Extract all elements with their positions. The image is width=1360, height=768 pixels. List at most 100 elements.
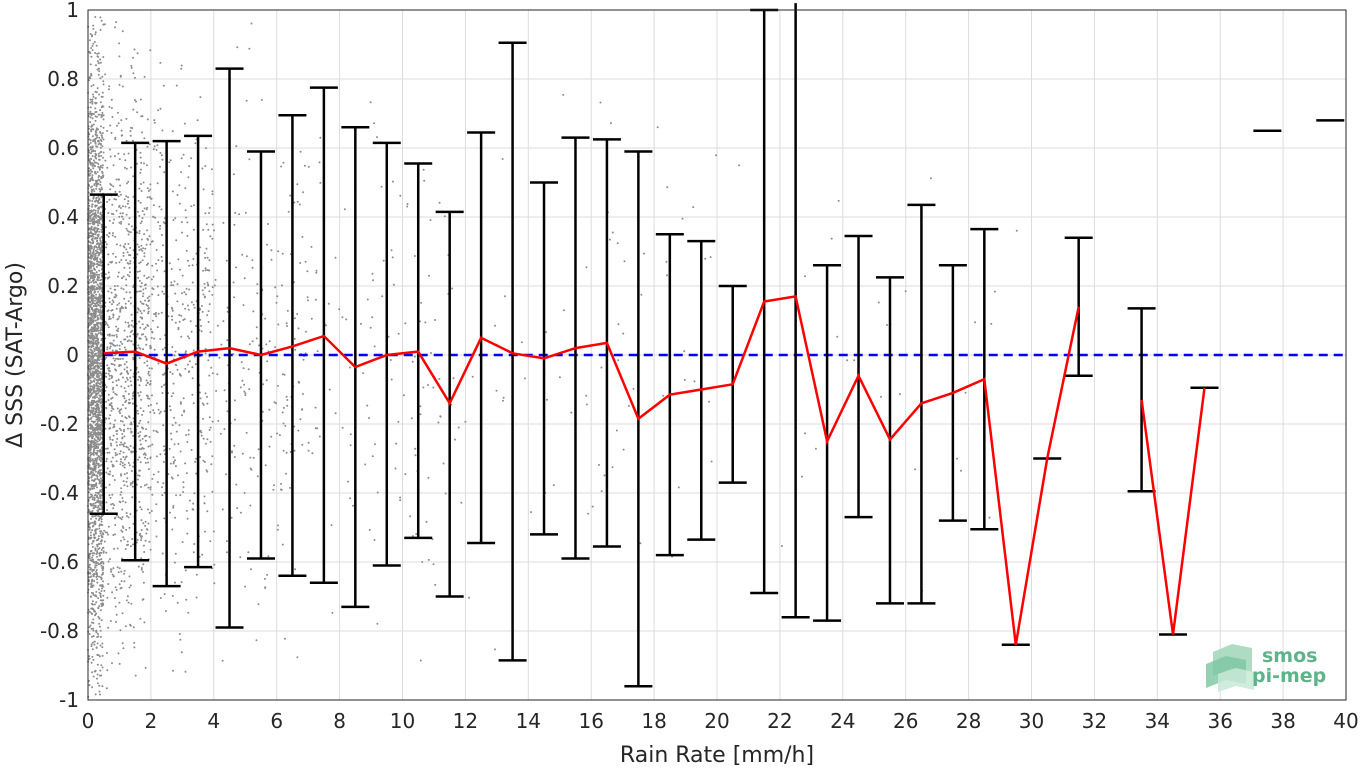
scatter-point [186,234,189,237]
scatter-point [282,406,285,409]
x-tick-label: 14 [516,709,541,733]
scatter-point [174,465,177,468]
scatter-point [132,402,134,405]
scatter-point [89,443,92,446]
plot-frame [87,9,1347,701]
scatter-point [130,384,133,387]
scatter-point [97,52,100,55]
scatter-point [96,382,99,384]
scatter-point [142,570,144,573]
scatter-point [98,458,101,461]
scatter-point [88,143,91,146]
scatter-point [121,215,124,218]
scatter-point [145,379,148,382]
scatter-point [124,302,127,305]
scatter-point [142,453,145,456]
scatter-point [142,563,145,566]
scatter-point [97,195,100,198]
scatter-point [545,331,547,334]
scatter-point [132,465,135,468]
scatter-point [94,328,97,331]
scatter-point [98,179,101,182]
scatter-point [276,295,279,298]
scatter-point [130,313,133,316]
scatter-point [99,474,101,477]
scatter-point [140,238,143,241]
scatter-point [102,151,105,154]
scatter-point [125,195,128,198]
scatter-point [102,174,105,177]
scatter-point [90,47,93,49]
scatter-point [111,439,114,441]
scatter-point [552,484,555,487]
scatter-point [399,194,402,197]
scatter-point [100,216,103,219]
scatter-point [153,145,156,148]
scatter-point [99,190,102,193]
scatter-point [89,270,92,273]
scatter-point [89,567,92,570]
scatter-point [429,219,432,222]
scatter-point [108,374,111,377]
scatter-point [642,252,645,255]
scatter-point [201,289,204,292]
scatter-point [95,570,97,573]
scatter-point [90,340,92,343]
scatter-point [115,243,118,246]
scatter-point [235,266,238,269]
scatter-point [97,633,99,635]
scatter-point [95,131,97,134]
scatter-point [108,436,111,439]
scatter-point [129,296,132,299]
scatter-point [115,620,117,623]
scatter-point [110,107,113,109]
scatter-point [138,448,141,450]
scatter-point [89,440,92,443]
scatter-point [494,648,496,651]
scatter-point [100,318,103,321]
scatter-point [244,392,247,395]
scatter-point [273,401,276,404]
scatter-point [88,76,91,78]
scatter-point [91,515,94,518]
scatter-point [96,420,99,423]
scatter-point [96,673,99,676]
scatter-point [123,246,126,249]
scatter-point [99,448,102,451]
scatter-point [94,107,97,110]
scatter-point [144,439,147,442]
scatter-point [140,557,143,560]
scatter-point [409,515,412,518]
scatter-point [118,83,121,86]
scatter-point [139,98,142,101]
scatter-point [90,186,92,189]
scatter-point [123,435,126,438]
scatter-point [96,396,99,399]
scatter-point [434,583,437,586]
scatter-point [109,470,112,473]
scatter-point [122,430,125,433]
scatter-point [91,269,93,272]
scatter-point [136,478,139,481]
scatter-point [100,231,103,233]
scatter-point [89,98,92,101]
scatter-point [111,299,114,302]
scatter-point [95,409,98,412]
scatter-point [123,387,126,390]
scatter-point [127,385,130,388]
scatter-point [95,161,98,164]
scatter-point [362,372,365,375]
scatter-point [96,501,99,503]
scatter-point [97,73,100,76]
scatter-point [97,369,100,372]
scatter-point [93,444,96,447]
scatter-point [233,296,236,299]
scatter-point [117,271,120,274]
scatter-point [115,349,118,352]
scatter-point [106,234,108,236]
scatter-point [101,646,104,649]
scatter-point [139,300,142,303]
scatter-point [110,377,113,379]
scatter-point [94,394,97,397]
scatter-point [97,165,100,168]
